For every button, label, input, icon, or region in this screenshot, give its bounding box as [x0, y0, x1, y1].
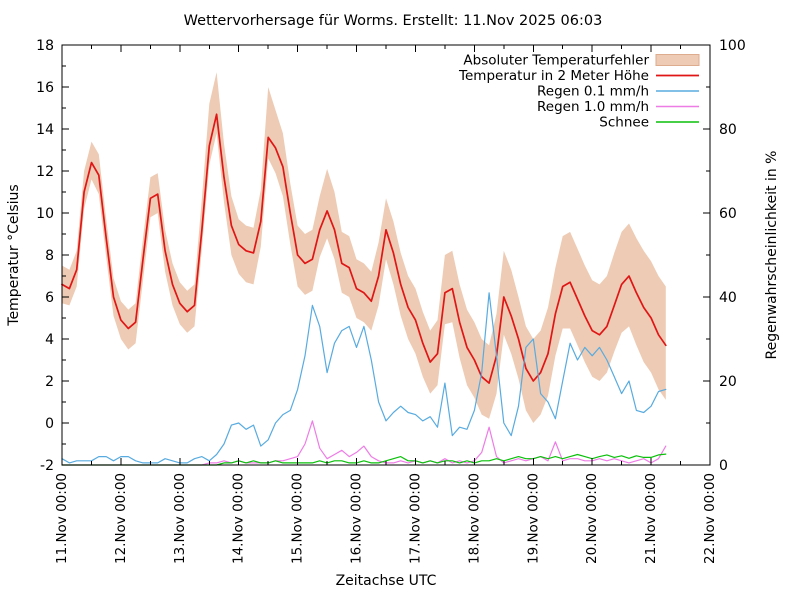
legend-item-rain10: Regen 1.0 mm/h: [537, 99, 699, 115]
temperature-line: [61, 113, 667, 384]
chart-title: Wettervorhersage für Worms. Erstellt: 11…: [184, 13, 603, 29]
plot-area: -2 0 2 4 6 8 10 12 14 16 18 0 20 40 60 80 100 11.Nov 00:0…: [36, 38, 746, 564]
x-tick-label: 19.Nov 00:00: [525, 473, 541, 564]
x-tick-label: 21.Nov 00:00: [643, 473, 659, 564]
legend-label: Absoluter Temperaturfehler: [463, 53, 649, 69]
tick-label: -2: [40, 458, 54, 474]
x-axis-title: Zeitachse UTC: [336, 573, 437, 589]
legend-item-snow: Schnee: [599, 115, 699, 131]
x-tick-label: 22.Nov 00:00: [702, 473, 718, 564]
x-tick-labels: 11.Nov 00:00 12.Nov 00:00 13.Nov 00:00 14.N…: [54, 473, 718, 564]
rain-10mmh-line: [61, 420, 667, 466]
tick-label: 20: [719, 374, 737, 390]
axis-ticks: [61, 44, 711, 466]
tick-label: 8: [45, 248, 54, 264]
x-tick-label: 11.Nov 00:00: [54, 473, 70, 564]
legend-label: Schnee: [599, 115, 649, 131]
legend-label: Temperatur in 2 Meter Höhe: [458, 68, 649, 84]
legend-item-rain01: Regen 0.1 mm/h: [537, 84, 699, 100]
tick-label: 0: [719, 458, 728, 474]
temperature-error-band: [62, 72, 666, 424]
legend-item-band: Absoluter Temperaturfehler: [463, 53, 700, 69]
tick-label: 16: [36, 80, 54, 96]
x-tick-label: 13.Nov 00:00: [172, 473, 188, 564]
legend-label: Regen 0.1 mm/h: [537, 84, 649, 100]
y-left-tick-labels: -2 0 2 4 6 8 10 12 14 16 18: [36, 38, 54, 474]
tick-label: 10: [36, 206, 54, 222]
legend-band-swatch: [655, 54, 700, 66]
x-tick-label: 12.Nov 00:00: [113, 473, 129, 564]
right-axis-title: Regenwahrscheinlichkeit in %: [764, 151, 780, 360]
legend-item-temperature: Temperatur in 2 Meter Höhe: [458, 68, 699, 84]
x-tick-label: 15.Nov 00:00: [290, 473, 306, 564]
tick-label: 6: [45, 290, 54, 306]
tick-label: 2: [45, 374, 54, 390]
x-tick-label: 14.Nov 00:00: [231, 473, 247, 564]
left-axis-title: Temperatur °Celsius: [6, 184, 22, 326]
tick-label: 0: [45, 416, 54, 432]
tick-label: 12: [36, 164, 54, 180]
tick-label: 100: [719, 38, 746, 54]
legend-label: Regen 1.0 mm/h: [537, 99, 649, 115]
x-tick-label: 16.Nov 00:00: [349, 473, 365, 564]
tick-label: 80: [719, 122, 737, 138]
tick-label: 60: [719, 206, 737, 222]
tick-label: 18: [36, 38, 54, 54]
rain-01mmh-line: [61, 292, 667, 464]
y-right-tick-labels: 0 20 40 60 80 100: [719, 38, 746, 474]
tick-label: 4: [45, 332, 54, 348]
x-tick-label: 20.Nov 00:00: [584, 473, 600, 564]
tick-label: 14: [36, 122, 54, 138]
x-tick-label: 18.Nov 00:00: [466, 473, 482, 564]
tick-label: 40: [719, 290, 737, 306]
x-tick-label: 17.Nov 00:00: [408, 473, 424, 564]
